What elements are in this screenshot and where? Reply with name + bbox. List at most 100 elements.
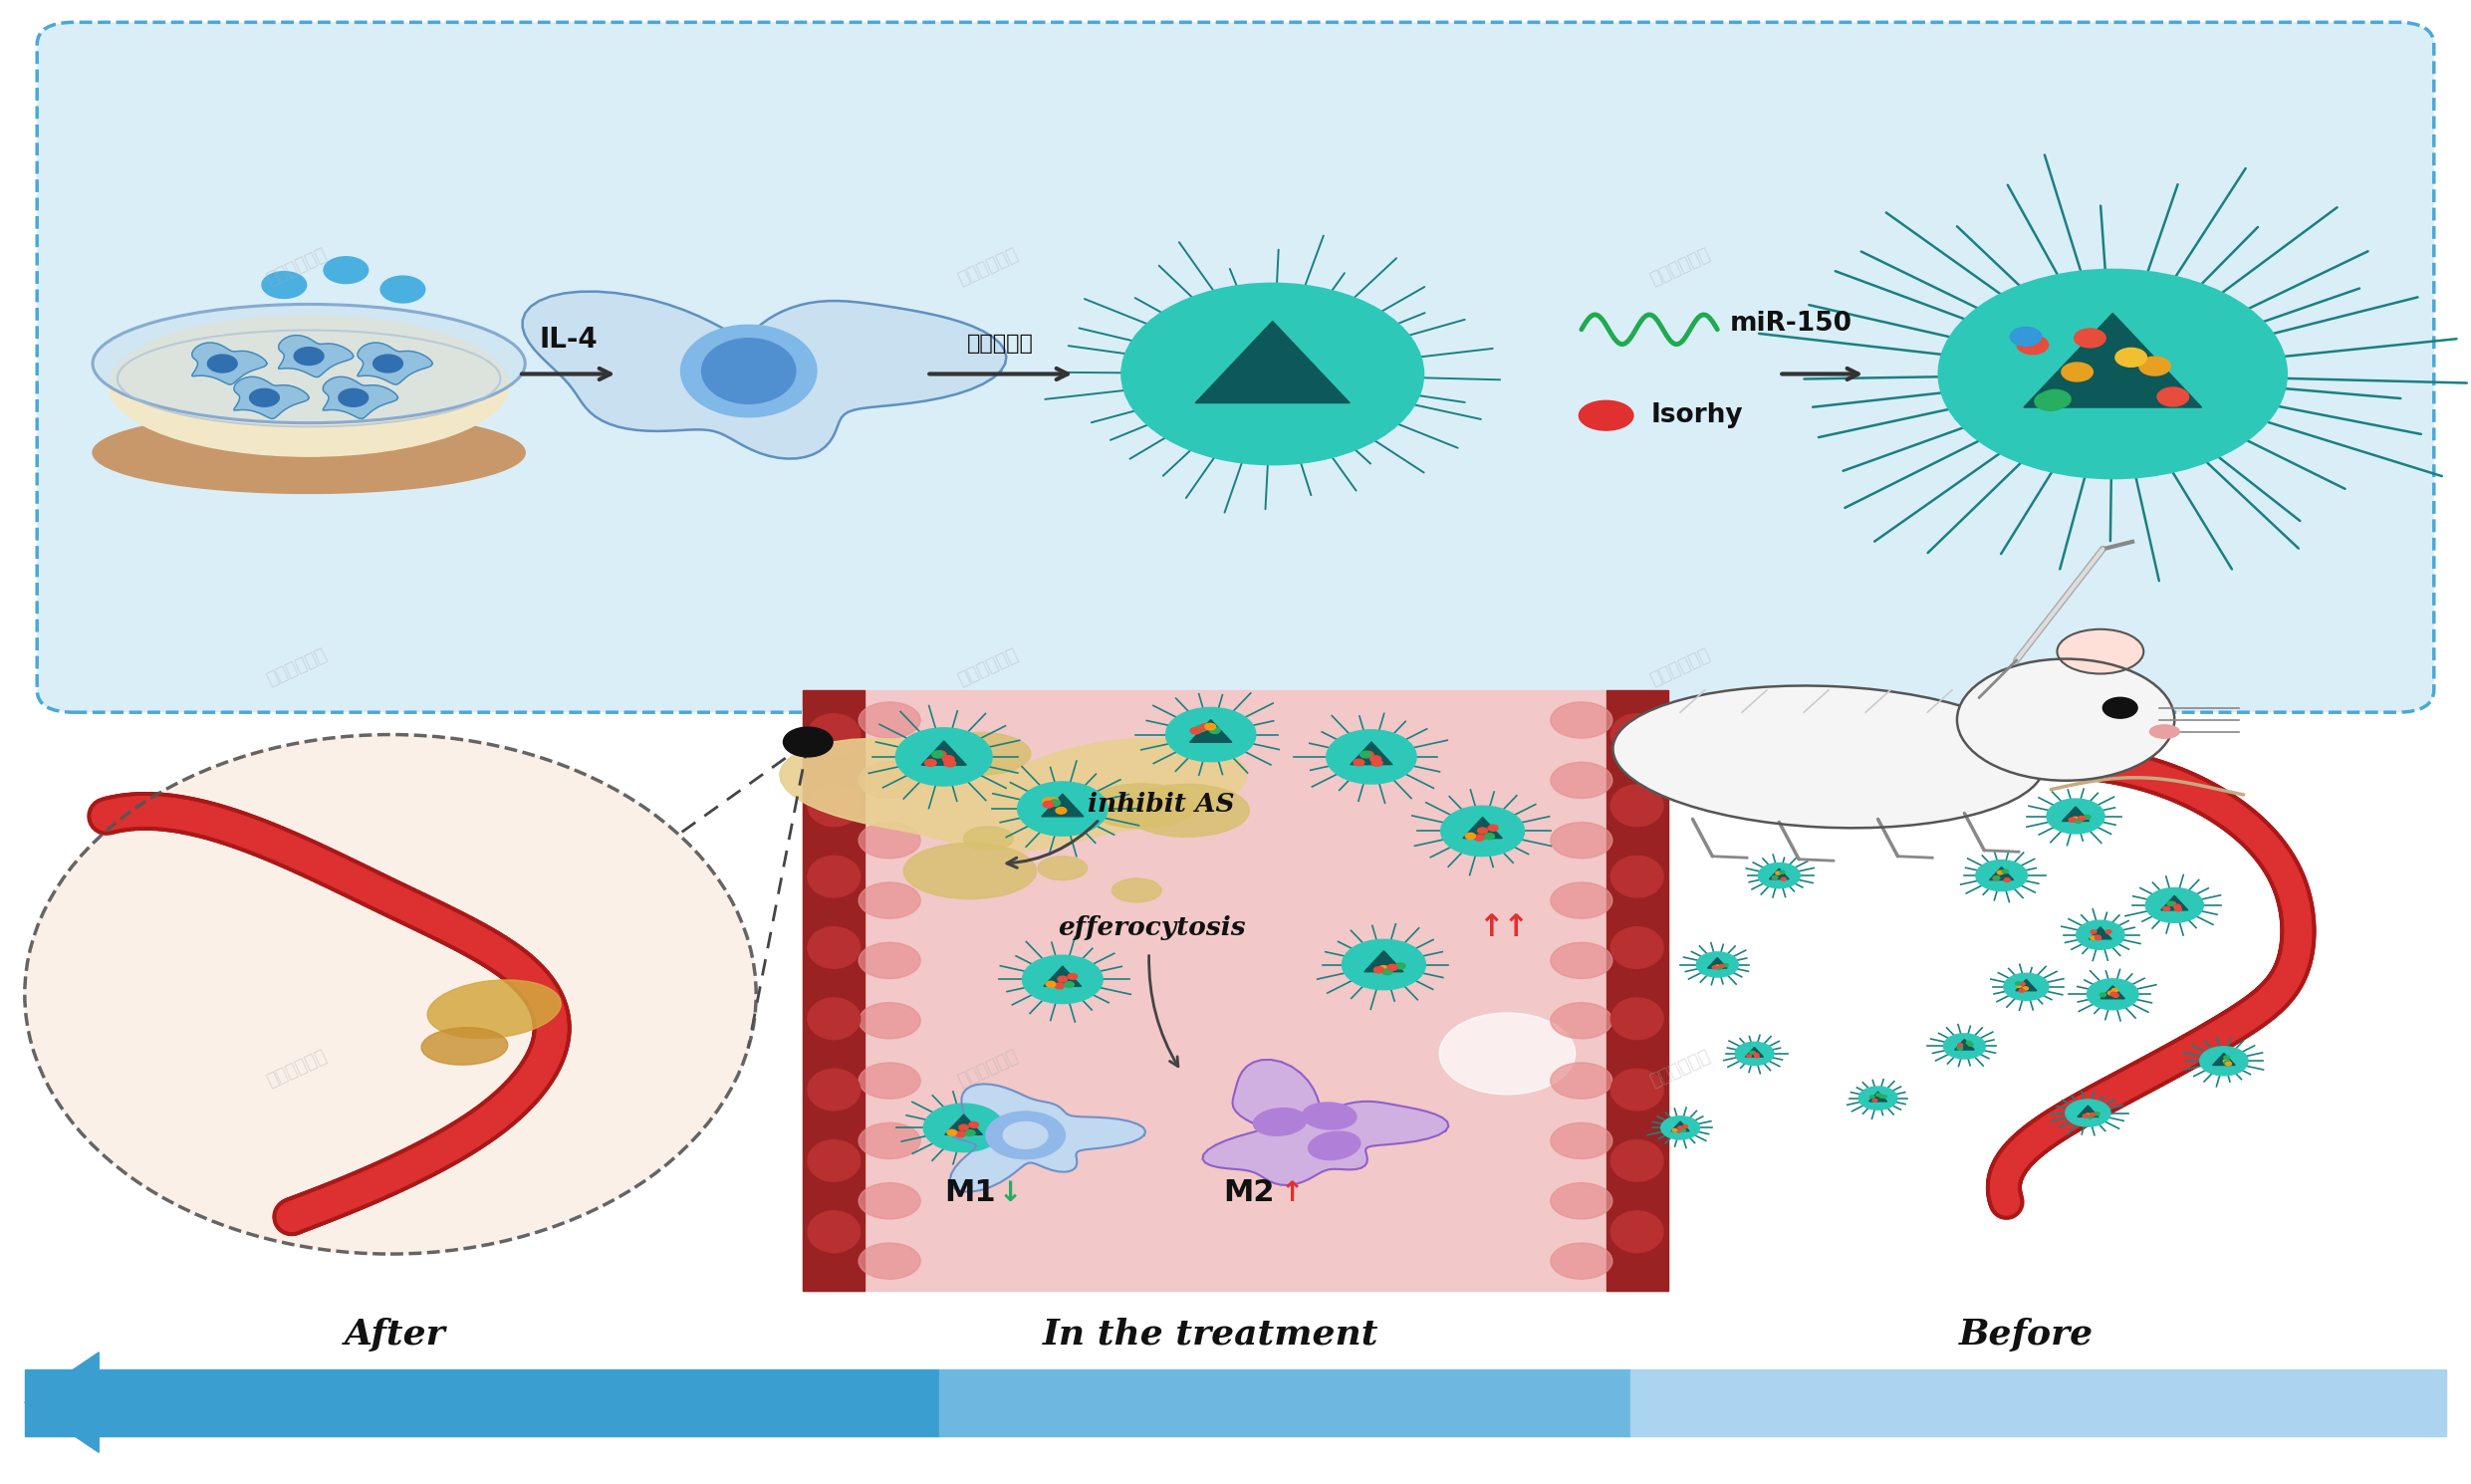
Ellipse shape — [1087, 784, 1193, 828]
Circle shape — [373, 355, 403, 372]
Ellipse shape — [1614, 686, 2044, 828]
Ellipse shape — [860, 763, 922, 798]
Ellipse shape — [1552, 1003, 1614, 1039]
Ellipse shape — [2056, 629, 2145, 674]
Circle shape — [294, 347, 324, 365]
Circle shape — [2095, 936, 2100, 939]
Circle shape — [1043, 798, 1053, 804]
Circle shape — [1683, 1125, 1688, 1128]
Circle shape — [1707, 766, 1752, 792]
FancyBboxPatch shape — [37, 22, 2434, 712]
Ellipse shape — [1552, 1063, 1614, 1098]
Ellipse shape — [94, 304, 526, 423]
Circle shape — [2224, 1060, 2229, 1063]
Ellipse shape — [1611, 785, 1663, 827]
Ellipse shape — [1438, 1014, 1576, 1095]
Circle shape — [262, 272, 306, 298]
Circle shape — [946, 1129, 956, 1135]
Circle shape — [2140, 356, 2170, 375]
Polygon shape — [2162, 896, 2187, 910]
Circle shape — [2019, 988, 2024, 993]
Text: 点睛科研绘图: 点睛科研绘图 — [264, 646, 329, 690]
Text: 点睛科研绘图: 点睛科研绘图 — [264, 1046, 329, 1091]
Polygon shape — [358, 343, 432, 384]
Circle shape — [1048, 798, 1060, 804]
Text: In the treatment: In the treatment — [1043, 1318, 1379, 1352]
Circle shape — [2113, 988, 2118, 993]
Circle shape — [1967, 1043, 1974, 1046]
Polygon shape — [1203, 1060, 1448, 1186]
Polygon shape — [193, 343, 267, 384]
Circle shape — [2224, 1061, 2231, 1064]
Bar — [1606, 690, 1668, 1291]
Circle shape — [1003, 1122, 1048, 1149]
Ellipse shape — [808, 1211, 860, 1252]
Polygon shape — [2016, 979, 2036, 991]
Circle shape — [2016, 982, 2021, 985]
Circle shape — [324, 257, 368, 283]
Circle shape — [1875, 1094, 1880, 1097]
Circle shape — [2088, 1116, 2093, 1119]
Polygon shape — [1670, 1122, 1690, 1131]
Ellipse shape — [808, 785, 860, 827]
Ellipse shape — [1611, 1140, 1663, 1181]
Text: 点睛科研绘图: 点睛科研绘图 — [1648, 1046, 1712, 1091]
Ellipse shape — [860, 942, 922, 978]
Circle shape — [1023, 956, 1102, 1003]
Polygon shape — [1043, 966, 1082, 987]
Text: efferocytosis: efferocytosis — [1058, 916, 1245, 939]
Circle shape — [1977, 861, 2026, 890]
Circle shape — [1166, 708, 1255, 761]
Circle shape — [1727, 781, 1735, 784]
Circle shape — [2004, 974, 2048, 1000]
Circle shape — [2103, 697, 2137, 718]
Ellipse shape — [1957, 659, 2174, 781]
Circle shape — [1055, 807, 1067, 813]
Text: 点睛科研绘图: 点睛科研绘图 — [956, 1046, 1021, 1091]
Circle shape — [1675, 1129, 1680, 1132]
Bar — [803, 690, 1668, 1291]
Circle shape — [895, 729, 993, 787]
Polygon shape — [1707, 957, 1727, 968]
Text: IL-4: IL-4 — [539, 325, 598, 353]
Circle shape — [1680, 1129, 1685, 1132]
Circle shape — [1749, 1051, 1754, 1054]
Ellipse shape — [1611, 714, 1663, 755]
Circle shape — [1759, 864, 1799, 887]
Circle shape — [1191, 727, 1201, 735]
Circle shape — [2009, 326, 2041, 346]
Circle shape — [1715, 965, 1720, 968]
Circle shape — [969, 1122, 979, 1128]
Circle shape — [2095, 935, 2100, 939]
Circle shape — [934, 751, 946, 758]
Ellipse shape — [808, 1140, 860, 1181]
Ellipse shape — [25, 735, 756, 1254]
Circle shape — [1957, 1046, 1962, 1049]
Bar — [803, 690, 865, 1291]
Ellipse shape — [427, 979, 561, 1039]
Circle shape — [2078, 816, 2086, 821]
Circle shape — [2105, 930, 2113, 933]
Circle shape — [2174, 905, 2182, 908]
Polygon shape — [778, 739, 1245, 850]
Circle shape — [2199, 1046, 2249, 1076]
Circle shape — [2157, 387, 2189, 407]
Polygon shape — [1189, 720, 1233, 742]
Ellipse shape — [1124, 784, 1250, 837]
Circle shape — [2088, 979, 2137, 1009]
Polygon shape — [1720, 772, 1740, 784]
Circle shape — [1777, 871, 1782, 874]
Ellipse shape — [1552, 763, 1614, 798]
Circle shape — [783, 727, 833, 757]
Circle shape — [1196, 726, 1206, 732]
Circle shape — [2068, 818, 2076, 822]
Ellipse shape — [1552, 702, 1614, 738]
Circle shape — [1396, 963, 1406, 969]
Circle shape — [1880, 1095, 1883, 1098]
Ellipse shape — [860, 1244, 922, 1279]
Circle shape — [1871, 1095, 1875, 1098]
Circle shape — [1967, 1042, 1972, 1045]
Polygon shape — [521, 291, 1006, 459]
Circle shape — [2224, 1055, 2229, 1060]
Circle shape — [924, 1104, 1003, 1152]
